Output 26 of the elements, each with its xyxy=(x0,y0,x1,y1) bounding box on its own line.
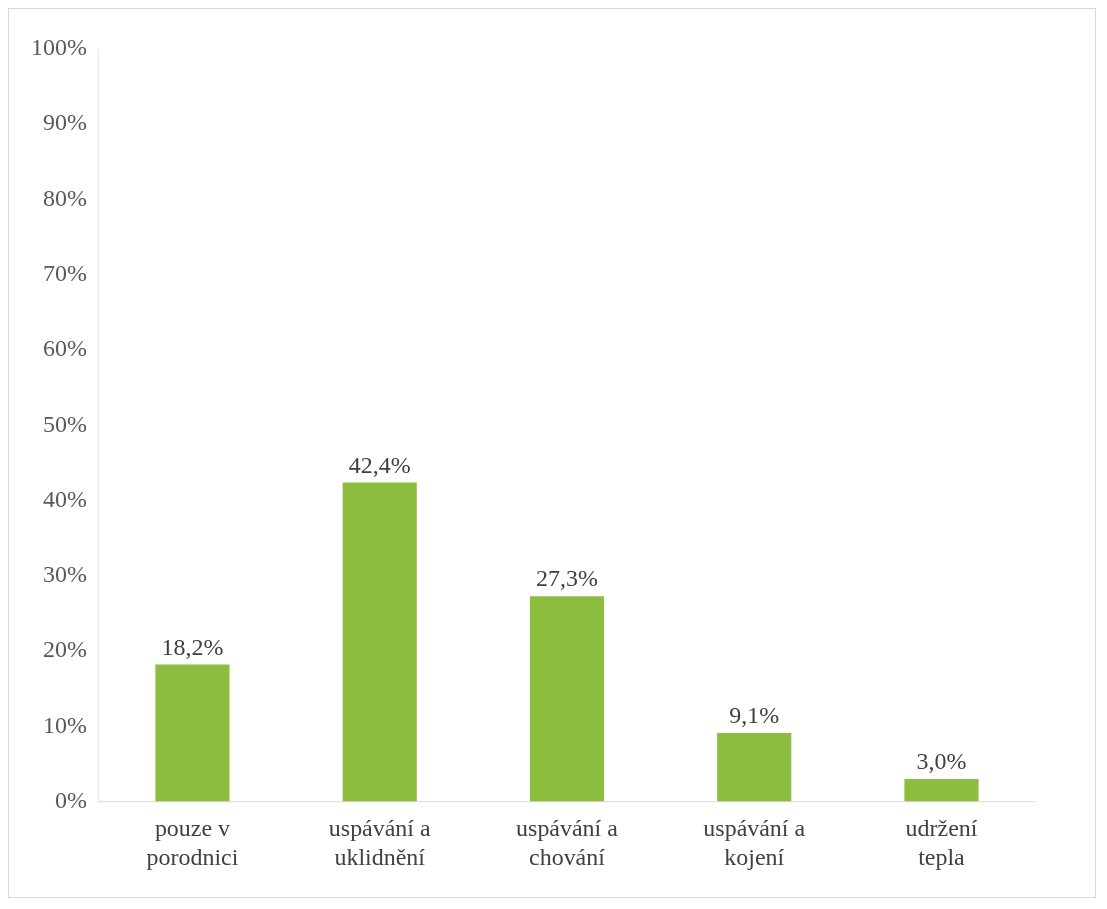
data-label: 42,4% xyxy=(348,451,411,478)
x-tick-label: pouze v porodnici xyxy=(146,815,239,870)
y-tick-label: 0% xyxy=(54,786,87,813)
data-label: 9,1% xyxy=(729,702,780,729)
y-tick-label: 100% xyxy=(30,34,87,61)
y-tick-label: 60% xyxy=(42,335,87,362)
data-label: 18,2% xyxy=(161,633,224,660)
bar xyxy=(155,664,230,802)
y-tick-label: 10% xyxy=(42,711,87,738)
y-tick-label: 80% xyxy=(42,184,87,211)
x-tick-label: uspávání a kojení xyxy=(703,815,806,870)
y-tick-label: 30% xyxy=(42,561,87,588)
y-tick-label: 90% xyxy=(42,109,87,136)
y-tick-label: 20% xyxy=(42,636,87,663)
y-tick-label: 50% xyxy=(42,410,87,437)
bar xyxy=(529,596,605,802)
x-tick-label: udržení tepla xyxy=(905,815,978,870)
data-label: 27,3% xyxy=(536,565,598,592)
bar xyxy=(904,779,979,802)
y-tick-label: 70% xyxy=(42,260,87,286)
bar xyxy=(717,733,792,802)
x-tick-label: uspávání a chování xyxy=(516,815,619,870)
bar xyxy=(342,482,417,802)
y-tick-label: 40% xyxy=(42,485,87,512)
data-label: 3,0% xyxy=(916,748,967,775)
x-tick-label: uspávání a uklidnění xyxy=(328,815,431,870)
